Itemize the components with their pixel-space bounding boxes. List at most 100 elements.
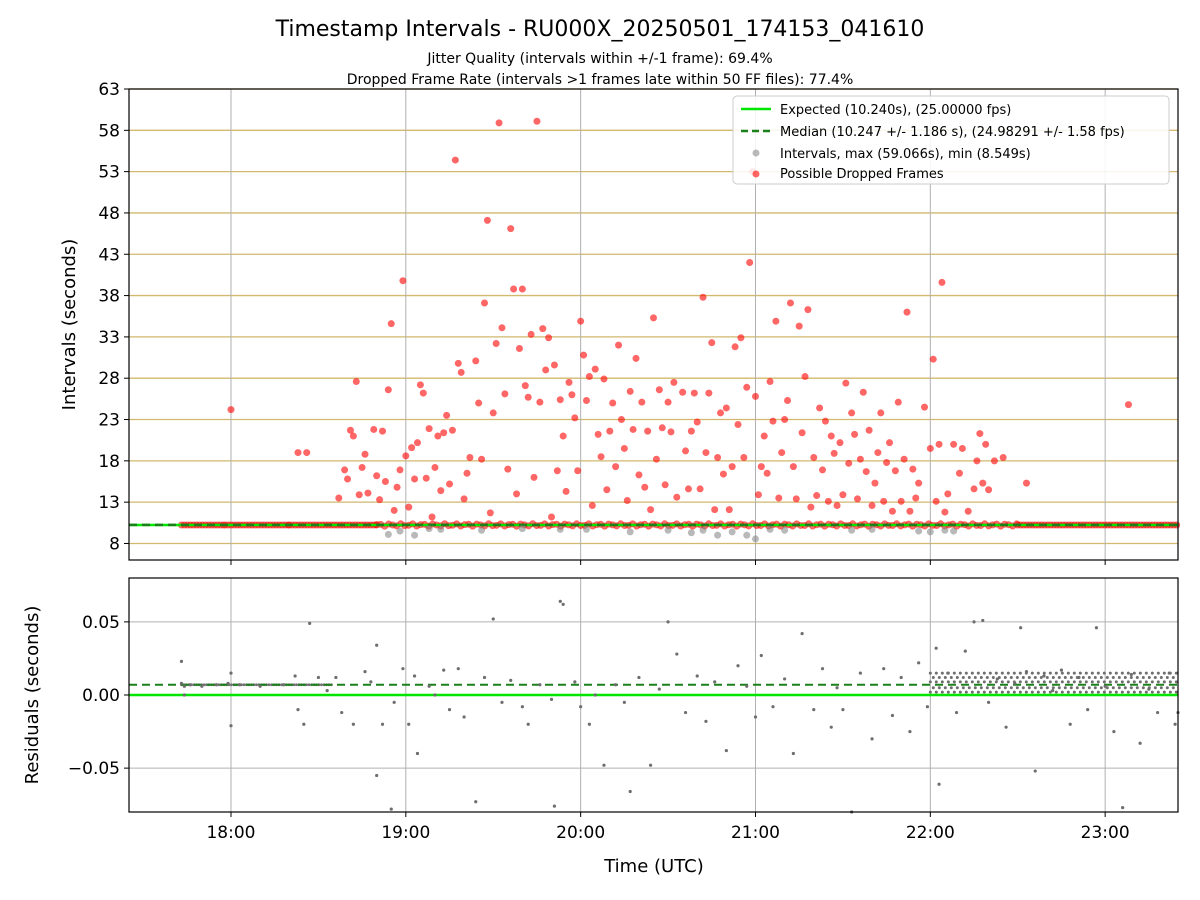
residual-point	[1066, 680, 1070, 684]
dropped-frame-point	[574, 467, 582, 475]
residual-point	[520, 705, 524, 709]
residual-point	[482, 675, 487, 680]
residual-point	[1126, 690, 1130, 694]
dropped-frame-point	[641, 483, 649, 491]
residual-point	[214, 683, 219, 687]
dropped-frame-point	[664, 398, 672, 406]
interval-point	[751, 535, 759, 543]
residual-point	[1086, 708, 1090, 712]
dropped-frame-point	[909, 465, 917, 473]
residual-point	[415, 751, 420, 756]
dropped-frame-point	[370, 425, 378, 433]
residual-point	[1018, 690, 1022, 694]
dropped-frame-point	[670, 378, 678, 386]
residual-point	[934, 646, 938, 650]
dropped-frame-point	[711, 506, 719, 514]
residual-point	[1138, 680, 1142, 684]
residual-point	[1063, 686, 1067, 690]
interval-point	[478, 526, 486, 534]
dropped-frame-point	[612, 463, 620, 471]
residual-point	[1042, 680, 1046, 684]
dropped-frame-point	[920, 403, 928, 411]
dropped-frame-point	[585, 373, 593, 381]
residual-point	[988, 690, 992, 694]
interval-point	[915, 527, 923, 535]
dropped-frame-point	[504, 465, 512, 473]
dropped-frame-point	[463, 469, 471, 477]
dropped-frame-point	[355, 491, 363, 499]
residual-point	[1129, 675, 1133, 679]
dropped-frame-point	[577, 317, 585, 325]
residual-point	[1030, 690, 1034, 694]
dropped-frame-point	[390, 506, 398, 514]
dropped-frame-point	[344, 475, 352, 483]
residual-point	[293, 674, 297, 678]
dropped-frame-point	[434, 432, 442, 440]
x-tick-label: 18:00	[206, 823, 255, 843]
residual-point	[308, 621, 312, 625]
residual-point	[858, 671, 862, 675]
dropped-frame-point	[673, 493, 681, 501]
residual-point	[1121, 806, 1125, 810]
residual-point	[882, 667, 886, 671]
dropped-frame-point	[352, 378, 360, 386]
residual-point	[1078, 671, 1082, 675]
interval-point	[396, 527, 404, 535]
residual-point	[1081, 686, 1085, 690]
dropped-frame-point	[778, 449, 786, 457]
dropped-frame-point	[527, 330, 535, 338]
dropped-frame-point	[982, 440, 990, 448]
legend-box	[732, 95, 1170, 185]
residual-point	[829, 725, 833, 729]
dropped-frame-point	[475, 399, 483, 407]
residual-point	[970, 690, 974, 694]
residual-point	[1042, 674, 1046, 678]
residuals-y-tick-label: 0.00	[82, 686, 120, 706]
dropped-frame-point	[227, 406, 235, 414]
dropped-frame-point	[521, 382, 529, 390]
interval-point	[425, 525, 433, 533]
dropped-frame-point	[466, 454, 474, 462]
dropped-frame-point	[702, 449, 710, 457]
residual-point	[1159, 686, 1163, 690]
dropped-frame-point	[880, 497, 888, 505]
residual-point	[1108, 690, 1112, 694]
intervals-series	[129, 117, 1181, 543]
residual-point	[1009, 686, 1013, 690]
residual-point	[427, 684, 431, 688]
residual-point	[1174, 671, 1178, 675]
residual-point	[991, 686, 995, 690]
residual-point	[1087, 686, 1091, 690]
dropped-frame-point	[346, 426, 354, 434]
interval-point	[743, 531, 751, 539]
interval-point	[848, 526, 856, 534]
dropped-frame-point	[833, 501, 841, 509]
residual-point	[1174, 680, 1178, 684]
dropped-frame-point	[518, 285, 526, 293]
dropped-frame-point	[821, 417, 829, 425]
residual-point	[188, 683, 192, 687]
residual-point	[1013, 681, 1017, 685]
residual-point	[1084, 690, 1088, 694]
residual-point	[1096, 680, 1100, 684]
residual-point	[1060, 680, 1064, 684]
residual-point	[230, 683, 233, 687]
intervals-y-tick-label: 48	[98, 204, 120, 224]
residual-point	[1000, 690, 1004, 694]
interval-point	[556, 525, 564, 533]
dropped-frame-point	[856, 455, 864, 463]
dropped-frame-point	[513, 490, 521, 498]
residual-point	[637, 675, 641, 680]
legend-dropped-label: Possible Dropped Frames	[780, 167, 944, 182]
residual-point	[1141, 675, 1145, 679]
residual-point	[351, 722, 355, 726]
dropped-frame-point	[839, 491, 847, 499]
dropped-frame-point	[623, 497, 631, 505]
residual-point	[986, 700, 991, 704]
dropped-frame-point	[545, 334, 553, 342]
residual-point	[713, 680, 717, 684]
dropped-frame-point	[950, 440, 958, 448]
residual-point	[976, 690, 980, 694]
residual-point	[683, 710, 688, 715]
